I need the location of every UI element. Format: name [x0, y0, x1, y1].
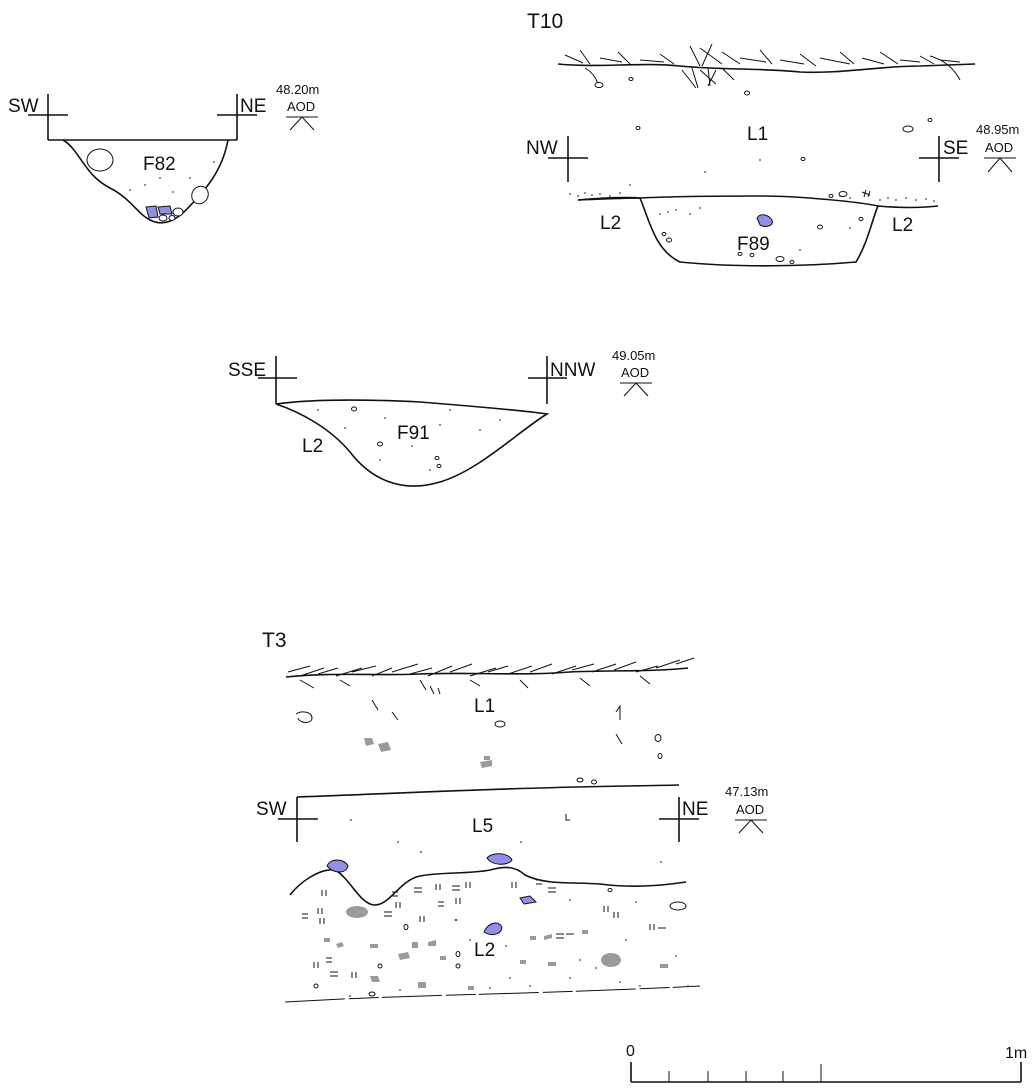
scale-end-label: 1m: [1005, 1045, 1027, 1062]
level-value: 48.20m: [276, 82, 319, 97]
feature-label-f82: F82: [143, 154, 176, 175]
layer-boundary-l5-l2: [289, 866, 687, 906]
level-marker-f91: 49.05m AOD: [612, 348, 655, 397]
marker-label: SE: [943, 138, 968, 159]
feature-label-f91: F91: [397, 423, 430, 444]
section-t3: T3 SW NE 47.13m AOD: [256, 629, 768, 1003]
marker-label: SW: [256, 799, 287, 820]
trench-title-t3: T3: [262, 629, 287, 652]
section-marker-ne: NE: [659, 797, 708, 842]
feature-label-f89: F89: [737, 234, 770, 255]
feature-cut-f91: [275, 399, 550, 487]
layer-label-l2: L2: [302, 436, 323, 457]
feature-cut-f82: [62, 139, 229, 224]
layer-label-l1: L1: [747, 124, 768, 145]
section-marker-nnw: NNW: [528, 356, 595, 404]
section-marker-sw: SW: [8, 94, 68, 140]
scale-start-label: 0: [626, 1043, 635, 1060]
turf-hatching: [564, 43, 961, 89]
datum-label: AOD: [287, 99, 315, 114]
marker-label: NNW: [550, 360, 595, 381]
section-f91: SSE NNW 49.05m AOD F91 L2: [228, 348, 655, 487]
datum-label: AOD: [621, 365, 649, 380]
section-marker-ne: NE: [217, 94, 266, 140]
datum-label: AOD: [985, 140, 1013, 155]
section-marker-sse: SSE: [228, 356, 297, 404]
section-marker-nw: NW: [526, 136, 588, 182]
level-value: 47.13m: [725, 784, 768, 799]
layer-label-l2-right: L2: [892, 215, 913, 236]
datum-label: AOD: [736, 802, 764, 817]
scale-bar: 0 1m: [626, 1043, 1027, 1083]
l2-dash-texture: [302, 879, 666, 978]
level-value: 48.95m: [976, 122, 1019, 137]
marker-label: NE: [682, 799, 708, 820]
feature-cut-f89: [577, 195, 880, 267]
section-t10: T10 NW SE 48.95m AOD: [526, 10, 1019, 267]
turf-hatching: [287, 657, 695, 691]
section-marker-sw: SW: [256, 797, 318, 842]
level-marker-f82: 48.20m AOD: [276, 82, 319, 131]
level-value: 49.05m: [612, 348, 655, 363]
layer-label-l2: L2: [474, 940, 495, 961]
layer-label-l1: L1: [474, 696, 495, 717]
trench-title-t10: T10: [527, 10, 563, 33]
marker-label: SW: [8, 96, 39, 117]
level-marker-t3: 47.13m AOD: [725, 784, 768, 834]
marker-label: SSE: [228, 360, 266, 381]
layer-label-l2-left: L2: [600, 213, 621, 234]
layer-label-l5: L5: [472, 816, 493, 837]
section-marker-se: SE: [919, 136, 968, 182]
level-marker-t10: 48.95m AOD: [976, 122, 1019, 173]
section-f82: SW NE 48.20m AOD F82: [8, 82, 319, 224]
marker-label: NW: [526, 138, 558, 159]
marker-label: NE: [240, 96, 266, 117]
